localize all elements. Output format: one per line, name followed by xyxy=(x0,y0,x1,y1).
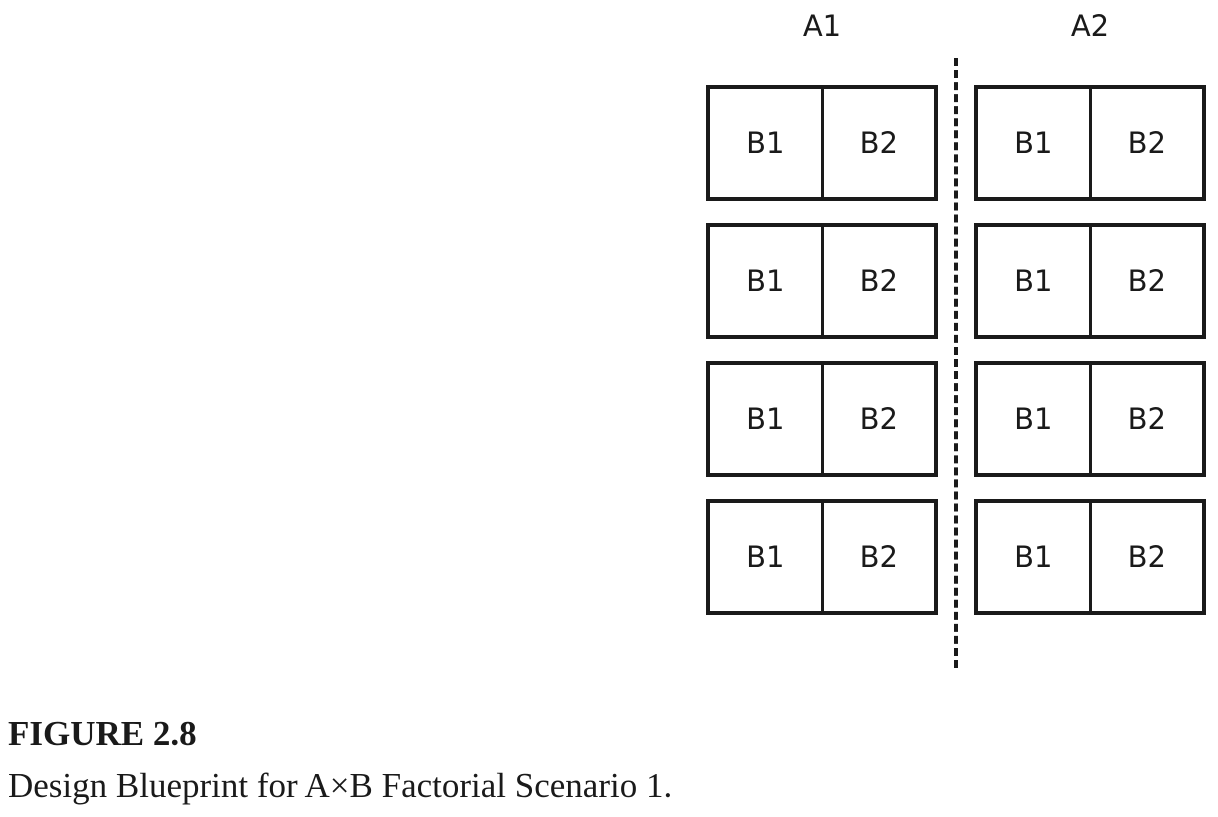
a2-block-1: B1 B2 xyxy=(974,85,1206,201)
a1-block-2: B1 B2 xyxy=(706,223,938,339)
plot-cell: B2 xyxy=(820,89,935,197)
group-label-a1: A1 xyxy=(802,9,842,43)
group-label-a2: A2 xyxy=(1070,9,1110,43)
plot-cell: B1 xyxy=(1014,264,1053,298)
figure-number: FIGURE 2.8 xyxy=(8,714,197,753)
plot-cell: B1 xyxy=(746,402,785,436)
plot-cell: B2 xyxy=(820,227,935,335)
plot-cell: B2 xyxy=(1088,227,1203,335)
a1-block-4: B1 B2 xyxy=(706,499,938,615)
plot-cell: B2 xyxy=(1088,89,1203,197)
a2-block-4: B1 B2 xyxy=(974,499,1206,615)
plot-cell: B1 xyxy=(746,264,785,298)
a1-block-1: B1 B2 xyxy=(706,85,938,201)
plot-cell: B1 xyxy=(1014,540,1053,574)
plot-cell: B1 xyxy=(1014,402,1053,436)
plot-cell: B1 xyxy=(1014,126,1053,160)
group-divider xyxy=(954,58,958,668)
a1-block-3: B1 B2 xyxy=(706,361,938,477)
a2-block-3: B1 B2 xyxy=(974,361,1206,477)
plot-cell: B1 xyxy=(746,126,785,160)
plot-cell: B2 xyxy=(1088,365,1203,473)
plot-cell: B1 xyxy=(746,540,785,574)
plot-cell: B2 xyxy=(820,503,935,611)
a2-block-2: B1 B2 xyxy=(974,223,1206,339)
plot-cell: B2 xyxy=(820,365,935,473)
caption-text: Design Blueprint for A×B Factorial Scena… xyxy=(8,766,673,805)
plot-cell: B2 xyxy=(1088,503,1203,611)
